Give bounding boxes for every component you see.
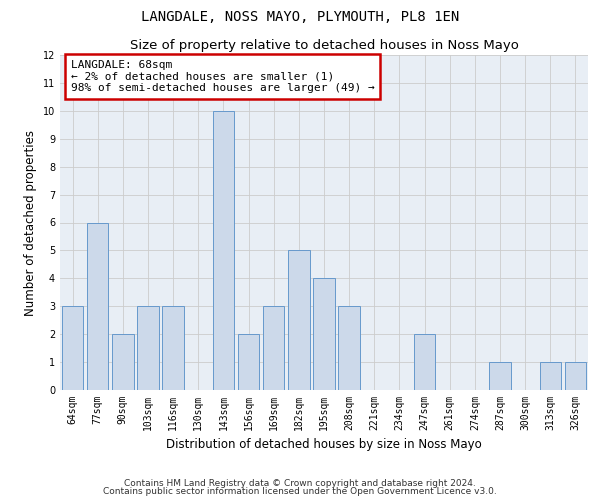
Bar [87,222,109,390]
Bar [137,306,158,390]
Bar [288,250,310,390]
Bar [490,362,511,390]
Y-axis label: Number of detached properties: Number of detached properties [24,130,37,316]
Bar [163,306,184,390]
X-axis label: Distribution of detached houses by size in Noss Mayo: Distribution of detached houses by size … [166,438,482,452]
Bar [313,278,335,390]
Bar [213,111,234,390]
Bar [112,334,134,390]
Bar [338,306,360,390]
Text: Contains HM Land Registry data © Crown copyright and database right 2024.: Contains HM Land Registry data © Crown c… [124,478,476,488]
Title: Size of property relative to detached houses in Noss Mayo: Size of property relative to detached ho… [130,40,518,52]
Text: LANGDALE: 68sqm
← 2% of detached houses are smaller (1)
98% of semi-detached hou: LANGDALE: 68sqm ← 2% of detached houses … [71,60,374,93]
Bar [62,306,83,390]
Bar [414,334,435,390]
Bar [539,362,561,390]
Bar [263,306,284,390]
Bar [238,334,259,390]
Text: Contains public sector information licensed under the Open Government Licence v3: Contains public sector information licen… [103,487,497,496]
Bar [565,362,586,390]
Text: LANGDALE, NOSS MAYO, PLYMOUTH, PL8 1EN: LANGDALE, NOSS MAYO, PLYMOUTH, PL8 1EN [141,10,459,24]
